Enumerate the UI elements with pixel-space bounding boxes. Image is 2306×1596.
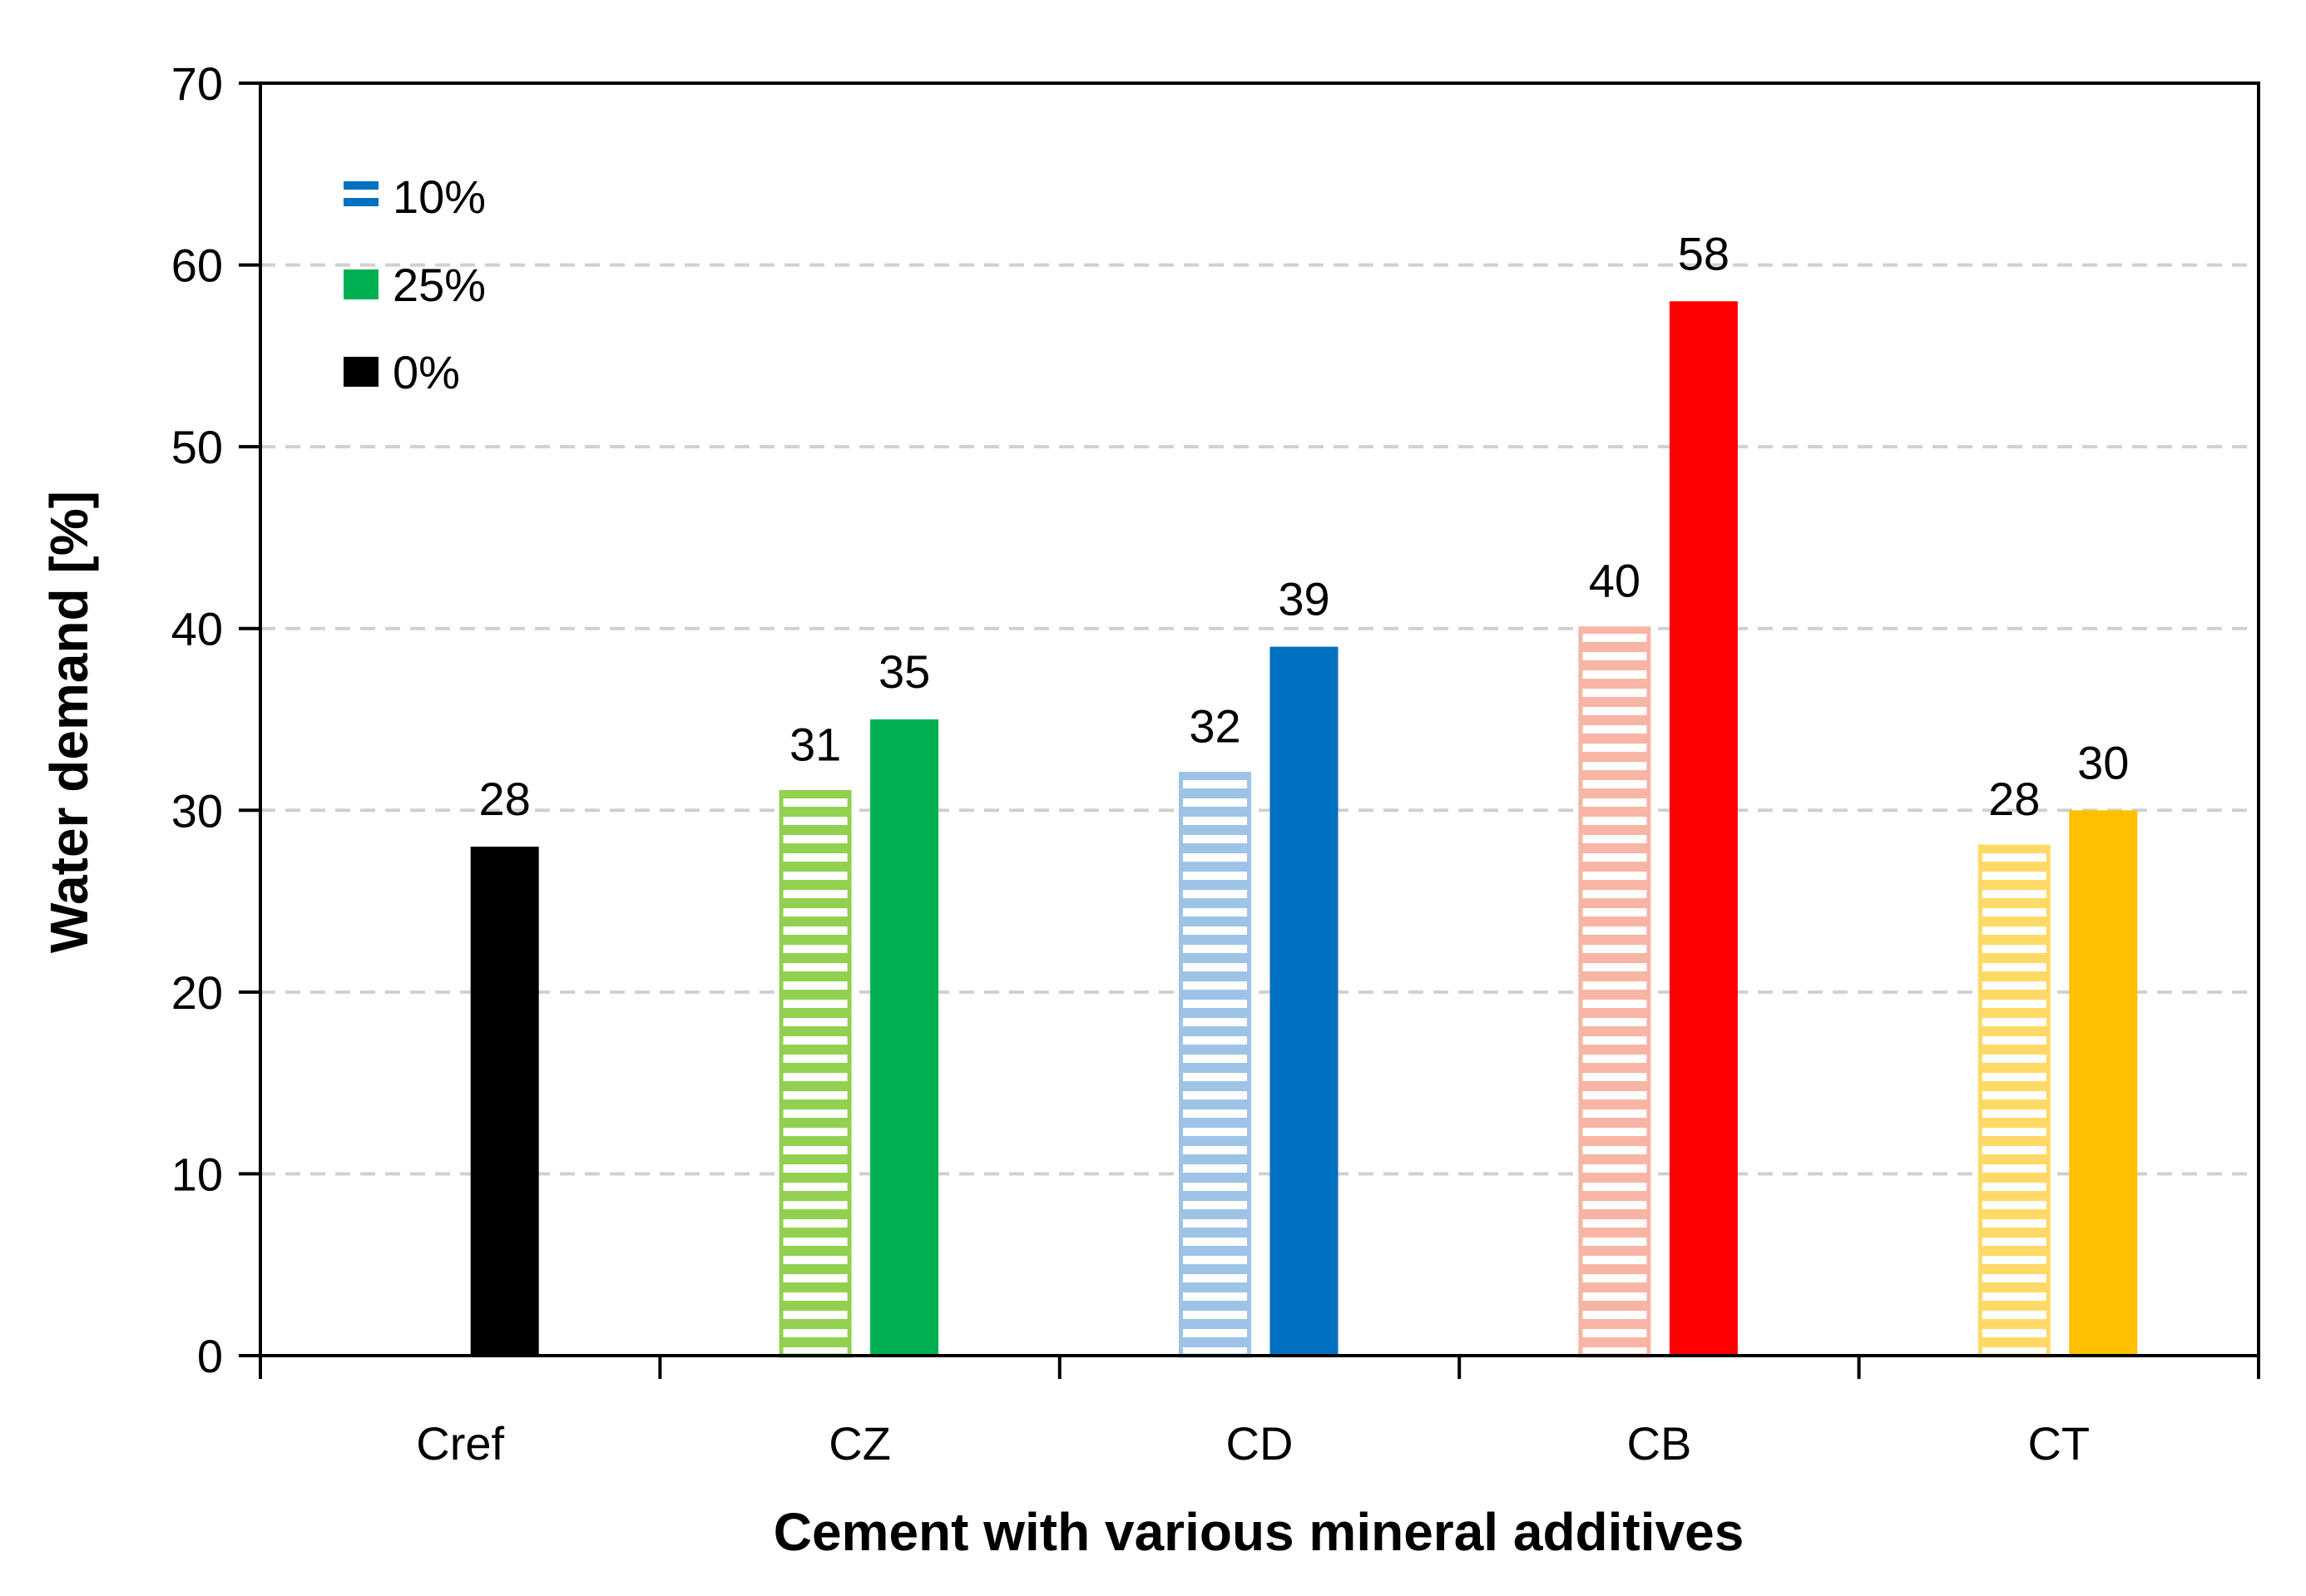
bar-cb-10 <box>1578 626 1651 1358</box>
data-label: 30 <box>2077 736 2129 788</box>
y-tick-label: 20 <box>171 966 223 1019</box>
bar-layer <box>470 301 2138 1358</box>
data-label: 28 <box>479 773 531 825</box>
y-tick-label: 50 <box>171 421 223 473</box>
legend-swatch-10-line <box>344 198 379 206</box>
y-tick-label: 0 <box>197 1330 223 1382</box>
bar-cd-10 <box>1179 772 1251 1358</box>
x-tick-label: CB <box>1627 1417 1692 1470</box>
grid-layer <box>260 82 2259 1176</box>
y-tick-label: 40 <box>171 603 223 655</box>
data-label: 35 <box>878 645 930 698</box>
y-tick-label: 30 <box>171 784 223 837</box>
bar-cd-25 <box>1269 646 1339 1356</box>
y-tick-label: 70 <box>171 57 223 110</box>
data-label: 40 <box>1589 555 1640 607</box>
bar-cz-25 <box>870 719 939 1356</box>
legend-label: 10% <box>393 170 486 223</box>
bar-cref-0 <box>470 847 539 1356</box>
y-axis-title: Water demand [%] <box>39 491 99 953</box>
x-axis-title: Cement with various mineral additives <box>774 1502 1744 1562</box>
bar-ct-25 <box>2069 810 2138 1356</box>
x-tick-label: CD <box>1226 1417 1294 1470</box>
data-label: 28 <box>1988 773 2040 825</box>
plot-border <box>259 82 2260 1357</box>
legend-label: 0% <box>393 346 460 398</box>
legend-swatch <box>344 357 379 387</box>
x-tick-label: Cref <box>416 1417 504 1470</box>
bar-ct-10 <box>1977 844 2051 1358</box>
data-label: 32 <box>1189 700 1240 753</box>
legend-swatch <box>344 269 379 299</box>
bar-cb-25 <box>1669 301 1738 1356</box>
legend-label: 25% <box>393 259 486 311</box>
data-label: 58 <box>1678 227 1730 279</box>
legend-layer: 10% 25% 0% <box>344 170 486 398</box>
data-label: 31 <box>789 718 841 770</box>
axis-layer <box>239 82 2260 1379</box>
label-layer: 0 10 20 30 40 50 60 70 Cref CZ CD CB CT 28 31 35 32 39 40 5… <box>171 57 2130 1470</box>
data-label: 39 <box>1278 573 1329 625</box>
x-tick-label: CZ <box>829 1417 891 1470</box>
bar-cz-10 <box>779 789 852 1358</box>
legend-swatch-10 <box>344 181 379 190</box>
x-tick-label: CT <box>2027 1417 2090 1470</box>
y-tick-label: 10 <box>171 1148 223 1200</box>
y-tick-label: 60 <box>171 240 223 292</box>
